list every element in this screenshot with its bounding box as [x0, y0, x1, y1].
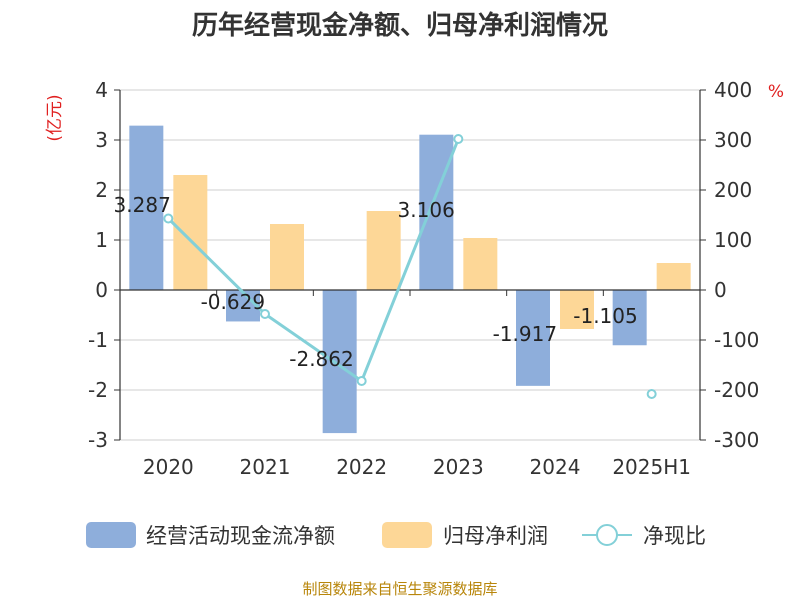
cashflow-bar-2025H1: [612, 290, 647, 346]
netprofit-bar-2021: [270, 224, 304, 290]
cashflow-label-2021: -0.629: [201, 290, 265, 314]
left-tick-label: -3: [88, 428, 108, 452]
x-tick-label: 2020: [143, 455, 194, 479]
bars: [129, 125, 691, 434]
cashflow-bar-2020: [129, 125, 164, 291]
legend-swatch-0: [86, 522, 136, 548]
legend-swatch-1: [382, 522, 432, 548]
cashflow-label-2024: -1.917: [493, 322, 557, 346]
right-tick-label: -100: [714, 328, 759, 352]
ratio-line-path: [167, 138, 460, 384]
netprofit-bar-2024: [560, 290, 594, 329]
right-tick-label: -300: [714, 428, 759, 452]
legend-label-0: 经营活动现金流净额: [146, 524, 335, 548]
left-tick-label: -2: [88, 378, 108, 402]
legend-label-2: 净现比: [643, 524, 706, 548]
cashflow-bar-2023: [419, 134, 454, 290]
cashflow-label-2020: 3.287: [114, 193, 171, 217]
cashflow-label-2022: -2.862: [289, 347, 353, 371]
ratio-point-2025H1: [646, 389, 657, 399]
netprofit-bar-2023: [463, 238, 498, 290]
ratio-point-2020: [163, 213, 174, 224]
left-tick-label: 0: [95, 278, 108, 302]
legend-marker: [596, 524, 618, 546]
left-tick-label: 4: [95, 78, 108, 102]
data-labels: 3.287 -0.629 -2.862 3.106 -1.917 -1.105: [114, 193, 638, 371]
right-tick-label: 300: [714, 128, 752, 152]
ratio-point-2021: [260, 309, 270, 319]
right-tick-label: 200: [714, 178, 752, 202]
left-tick-label: 2: [95, 178, 108, 202]
cashflow-bar-2022: [322, 290, 357, 434]
x-tick-label: 2023: [433, 455, 484, 479]
ratio-point-2023: [453, 134, 464, 144]
legend-label-1: 归母净利润: [443, 524, 548, 548]
left-axis-unit: (亿元): [45, 94, 65, 141]
legend: 经营活动现金流净额 归母净利润 净现比: [86, 522, 706, 548]
x-tick-label: 2022: [336, 455, 387, 479]
netprofit-bar-2020: [173, 175, 208, 290]
source-note: 制图数据来自恒生聚源数据库: [302, 580, 497, 598]
ratio-point-2022: [356, 376, 367, 386]
ratio-line: [163, 134, 657, 399]
right-axis-unit: %: [768, 82, 784, 102]
netprofit-bar-2022: [366, 211, 401, 290]
right-tick-label: 400: [714, 78, 752, 102]
cashflow-label-2023: 3.106: [398, 198, 455, 222]
axes: 4 3 2 1 0 -1 -2 -3 400 300 200 100 0 -100 -200 -300 2020…: [88, 78, 759, 479]
x-tick-label: 2025H1: [612, 455, 691, 479]
cashflow-label-2025H1: -1.105: [573, 304, 637, 328]
left-tick-label: 1: [95, 228, 108, 252]
x-tick-label: 2024: [530, 455, 581, 479]
cashflow-bar-2021: [226, 290, 260, 322]
right-tick-label: -200: [714, 378, 759, 402]
chart-title: 历年经营现金净额、归母净利润情况: [192, 10, 608, 41]
netprofit-bar-2025H1: [656, 263, 691, 290]
left-tick-label: 3: [95, 128, 108, 152]
right-tick-label: 0: [714, 278, 727, 302]
right-tick-label: 100: [714, 228, 752, 252]
left-tick-label: -1: [88, 328, 108, 352]
x-tick-label: 2021: [240, 455, 291, 479]
cashflow-bar-2024: [516, 290, 550, 386]
